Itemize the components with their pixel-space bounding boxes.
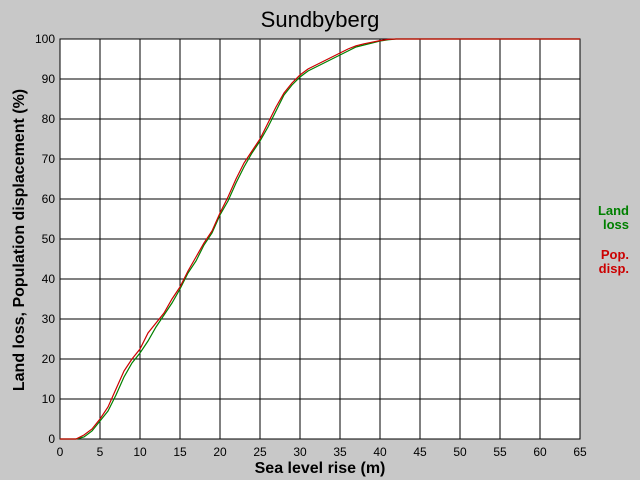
x-tick-label: 15	[173, 445, 187, 459]
x-tick-label: 5	[97, 445, 104, 459]
grid	[59, 38, 581, 440]
y-tick-label: 70	[42, 152, 56, 166]
x-tick-label: 45	[413, 445, 427, 459]
y-tick-label: 100	[35, 32, 55, 46]
legend-entry: Land	[598, 203, 629, 218]
y-tick-label: 20	[42, 352, 56, 366]
legend-entry: Pop.	[601, 247, 629, 262]
x-tick-label: 30	[293, 445, 307, 459]
x-axis-label: Sea level rise (m)	[255, 460, 386, 477]
y-tick-label: 90	[42, 72, 56, 86]
series-line-pop-disp	[60, 38, 580, 440]
x-tick-label: 10	[133, 445, 147, 459]
legend-entry: disp.	[599, 261, 629, 276]
chart-title: Sundbyberg	[261, 7, 380, 32]
x-tick-label: 0	[57, 445, 64, 459]
x-tick-label: 25	[253, 445, 267, 459]
y-tick-label: 60	[42, 192, 56, 206]
y-axis-label: Land loss, Population displacement (%)	[11, 89, 28, 391]
y-tick-label: 40	[42, 272, 56, 286]
x-tick-label: 40	[373, 445, 387, 459]
x-tick-label: 65	[573, 445, 587, 459]
y-tick-label: 10	[42, 392, 56, 406]
legend-entry: loss	[603, 217, 629, 232]
y-tick-label: 80	[42, 112, 56, 126]
x-tick-label: 55	[493, 445, 507, 459]
series-lines	[60, 38, 580, 440]
x-tick-label: 20	[213, 445, 227, 459]
y-tick-label: 0	[48, 432, 55, 446]
x-tick-label: 50	[453, 445, 467, 459]
y-tick-label: 50	[42, 232, 56, 246]
tick-labels: 0 5 10 15 20 25 30 35 40 45 50 55 60 65 0 10 20 30 40 50 60 7…	[35, 32, 587, 459]
x-tick-label: 35	[333, 445, 347, 459]
x-tick-label: 60	[533, 445, 547, 459]
y-tick-label: 30	[42, 312, 56, 326]
